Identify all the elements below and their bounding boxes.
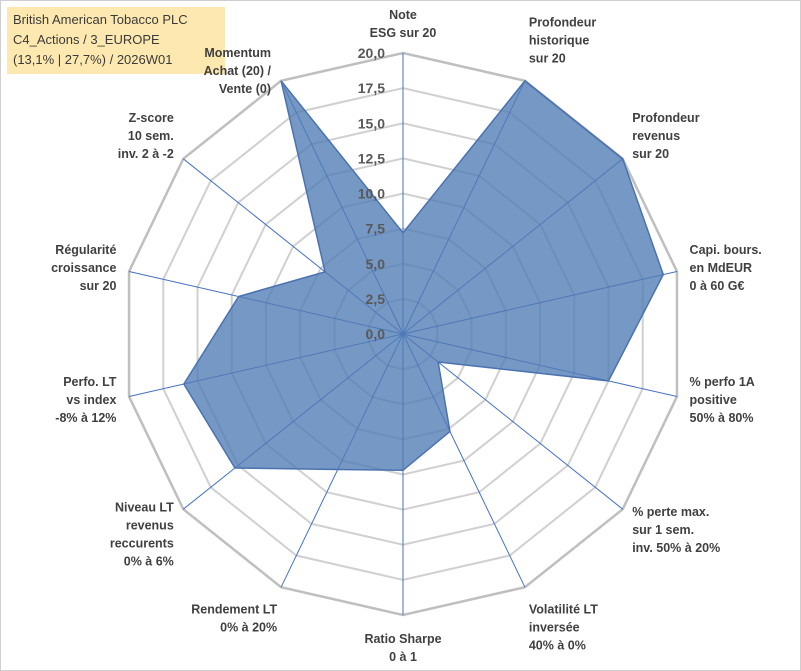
series-area [182, 79, 665, 472]
tick-label: 0,0 [366, 326, 386, 342]
radar-axis-labels: Note ESG sur 20 Profondeur historique sur 20… [51, 8, 762, 664]
axis-label: Z-score 10 sem. inv. 2 à -2 [118, 111, 174, 161]
radar-tick-labels: 0,0 2,5 5,0 7,5 10,0 12,5 15,0 17,5 20,0 [358, 45, 385, 342]
chart-title-box: British American Tobacco PLC C4_Actions … [7, 7, 225, 74]
axis-label: Rendement LT 0% à 20% [191, 603, 277, 635]
chart-title-line-2: C4_Actions / 3_EUROPE [13, 32, 160, 47]
tick-label: 12,5 [358, 150, 385, 166]
axis-label: Profondeur historique sur 20 [529, 15, 596, 65]
axis-label: Ratio Sharpe 0 à 1 [364, 632, 441, 664]
axis-label: Note ESG sur 20 [370, 8, 437, 40]
axis-spoke [402, 333, 624, 510]
axis-label: Régularité croissance sur 20 [51, 243, 116, 293]
axis-label: Niveau LT revenus reccurents 0% à 6% [110, 501, 174, 569]
axis-label: Volatilité LT inversée 40% à 0% [529, 603, 598, 653]
axis-label: Profondeur revenus sur 20 [632, 111, 699, 161]
tick-label: 10,0 [358, 186, 385, 202]
radar-series [182, 79, 665, 472]
tick-label: 17,5 [358, 80, 385, 96]
tick-label: 20,0 [358, 45, 385, 61]
tick-label: 15,0 [358, 115, 385, 131]
axis-label: Capi. bours. en MdEUR 0 à 60 G€ [690, 243, 762, 293]
axis-label: Perfo. LT vs index -8% à 12% [55, 375, 117, 425]
tick-label: 5,0 [366, 256, 386, 272]
axis-label: Momentum Achat (20) / Vente (0) [204, 46, 272, 96]
tick-label: 7,5 [366, 221, 386, 237]
chart-title-line-1: British American Tobacco PLC [13, 12, 188, 27]
chart-title-line-3: (13,1% | 27,7%) / 2026W01 [13, 52, 173, 67]
axis-label: % perte max. sur 1 sem. inv. 50% à 20% [632, 505, 720, 555]
tick-label: 2,5 [366, 291, 386, 307]
axis-label: % perfo 1A positive 50% à 80% [690, 375, 755, 425]
